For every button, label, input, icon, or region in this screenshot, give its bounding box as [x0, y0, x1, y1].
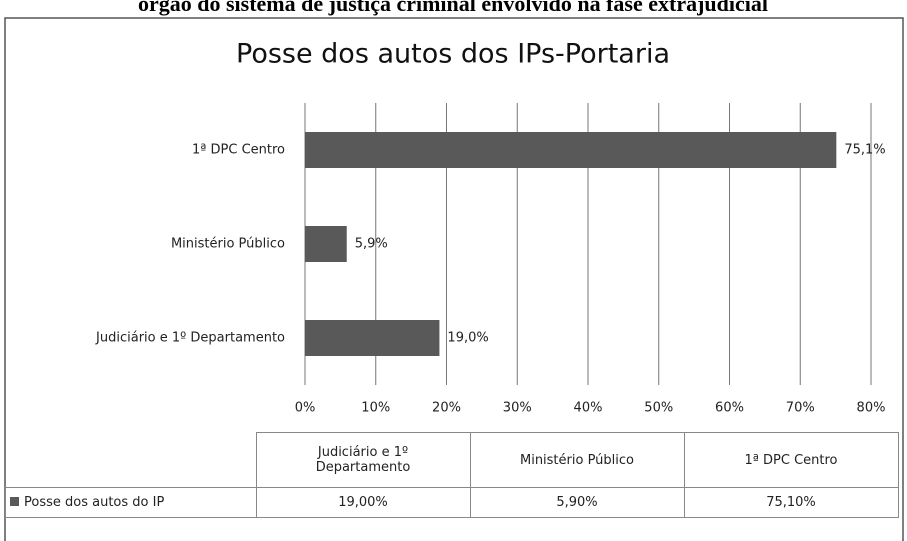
legend-label: Posse dos autos do IP — [24, 495, 165, 510]
table-cell: 19,00% — [255, 487, 471, 518]
table-cell: 75,10% — [683, 487, 899, 518]
bar — [305, 132, 837, 168]
x-tick-label: 50% — [644, 401, 673, 416]
x-tick-label: 0% — [295, 401, 316, 416]
table-header: Ministério Público — [469, 432, 685, 488]
x-tick-label: 40% — [574, 401, 603, 416]
header-text: Ministério Público — [519, 452, 635, 468]
x-tick-label: 30% — [503, 401, 532, 416]
table-header: Judiciário e 1º Departamento — [255, 432, 471, 488]
data-label: 19,0% — [447, 331, 488, 346]
data-label: 5,9% — [355, 237, 388, 252]
x-tick-label: 80% — [857, 401, 886, 416]
header-text: Judiciário e 1º Departamento — [315, 445, 411, 475]
chart-title: Posse dos autos dos IPs-Portaria — [236, 39, 670, 70]
y-tick-label: 1ª DPC Centro — [192, 143, 285, 158]
x-tick-label: 20% — [432, 401, 461, 416]
table-header: 1ª DPC Centro — [683, 432, 899, 488]
table-corner — [5, 432, 257, 488]
cell-text: 75,10% — [766, 495, 816, 510]
table-cell: 5,90% — [469, 487, 685, 518]
bar — [305, 320, 440, 356]
cell-text: 5,90% — [556, 495, 598, 510]
caption: órgão do sistema de justiça criminal env… — [138, 0, 768, 16]
data-label: 75,1% — [844, 143, 885, 158]
legend-cell: Posse dos autos do IP — [5, 487, 257, 518]
x-tick-label: 60% — [715, 401, 744, 416]
bar — [305, 226, 347, 262]
header-text: 1ª DPC Centro — [744, 452, 838, 468]
data-table: Judiciário e 1º Departamento Ministério … — [5, 432, 899, 518]
x-tick-label: 70% — [786, 401, 815, 416]
cell-text: 19,00% — [338, 495, 388, 510]
legend-key — [10, 497, 19, 506]
y-tick-label: Judiciário e 1º Departamento — [95, 331, 285, 346]
y-tick-label: Ministério Público — [171, 237, 285, 252]
x-tick-label: 10% — [361, 401, 390, 416]
